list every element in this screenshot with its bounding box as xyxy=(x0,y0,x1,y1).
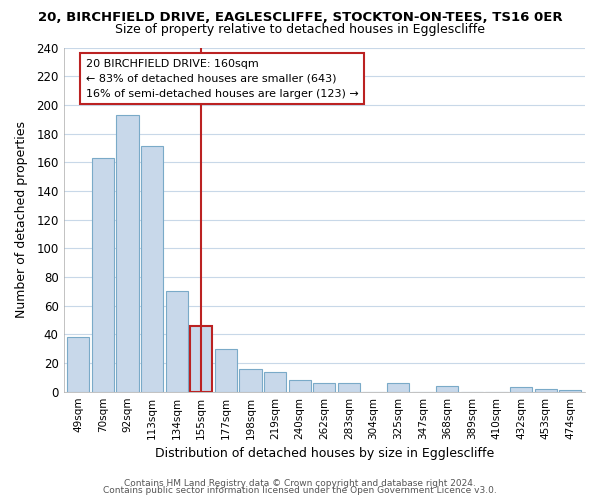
Text: Contains public sector information licensed under the Open Government Licence v3: Contains public sector information licen… xyxy=(103,486,497,495)
Bar xyxy=(215,348,237,392)
Bar xyxy=(510,388,532,392)
Bar xyxy=(338,383,360,392)
Bar xyxy=(559,390,581,392)
Bar xyxy=(116,115,139,392)
Text: 20, BIRCHFIELD DRIVE, EAGLESCLIFFE, STOCKTON-ON-TEES, TS16 0ER: 20, BIRCHFIELD DRIVE, EAGLESCLIFFE, STOC… xyxy=(38,11,562,24)
Text: Size of property relative to detached houses in Egglescliffe: Size of property relative to detached ho… xyxy=(115,22,485,36)
Bar xyxy=(387,383,409,392)
Bar xyxy=(239,368,262,392)
Bar xyxy=(436,386,458,392)
Bar xyxy=(141,146,163,392)
X-axis label: Distribution of detached houses by size in Egglescliffe: Distribution of detached houses by size … xyxy=(155,447,494,460)
Bar xyxy=(67,337,89,392)
Bar xyxy=(166,292,188,392)
Bar xyxy=(289,380,311,392)
Bar xyxy=(535,389,557,392)
Bar xyxy=(190,326,212,392)
Bar xyxy=(313,383,335,392)
Text: 20 BIRCHFIELD DRIVE: 160sqm
← 83% of detached houses are smaller (643)
16% of se: 20 BIRCHFIELD DRIVE: 160sqm ← 83% of det… xyxy=(86,59,358,98)
Text: Contains HM Land Registry data © Crown copyright and database right 2024.: Contains HM Land Registry data © Crown c… xyxy=(124,478,476,488)
Bar xyxy=(92,158,114,392)
Y-axis label: Number of detached properties: Number of detached properties xyxy=(15,121,28,318)
Bar xyxy=(264,372,286,392)
